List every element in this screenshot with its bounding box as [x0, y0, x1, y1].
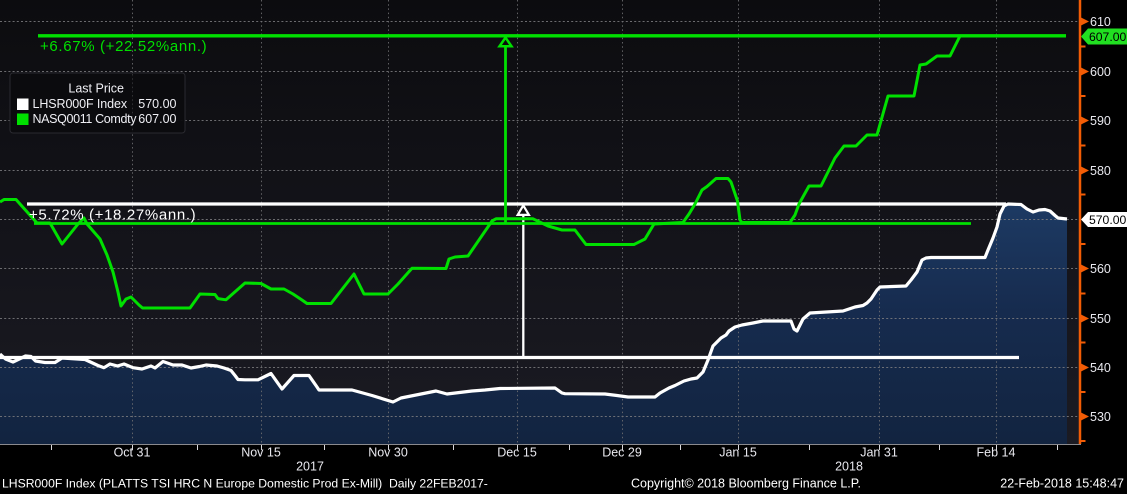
svg-text:Last Price: Last Price — [68, 82, 124, 96]
svg-text:LHSR000F Index: LHSR000F Index — [33, 97, 128, 111]
svg-text:607.00: 607.00 — [1089, 30, 1126, 44]
svg-text:540: 540 — [1090, 361, 1111, 375]
svg-text:Nov 30: Nov 30 — [368, 446, 408, 460]
svg-text:Nov 15: Nov 15 — [241, 446, 281, 460]
svg-text:530: 530 — [1090, 410, 1111, 424]
svg-text:580: 580 — [1090, 164, 1111, 178]
svg-text:570.00: 570.00 — [1089, 213, 1126, 227]
svg-text:600: 600 — [1090, 65, 1111, 79]
svg-text:607.00: 607.00 — [138, 112, 176, 126]
svg-text:550: 550 — [1090, 312, 1111, 326]
svg-text:Dec 15: Dec 15 — [497, 446, 537, 460]
svg-text:LHSR000F Index (PLATTS TSI HRC: LHSR000F Index (PLATTS TSI HRC N Europe … — [2, 477, 488, 491]
svg-text:22-Feb-2018 15:48:47: 22-Feb-2018 15:48:47 — [1000, 477, 1124, 491]
svg-text:570.00: 570.00 — [138, 97, 176, 111]
svg-text:2018: 2018 — [835, 460, 863, 474]
svg-text:Dec 29: Dec 29 — [602, 446, 642, 460]
svg-text:Oct 31: Oct 31 — [114, 446, 151, 460]
svg-text:Jan 31: Jan 31 — [860, 446, 898, 460]
svg-text:Jan 15: Jan 15 — [719, 446, 757, 460]
svg-text:NASQ0011 Comdty: NASQ0011 Comdty — [33, 112, 138, 126]
svg-text:Feb 14: Feb 14 — [977, 446, 1016, 460]
svg-text:2017: 2017 — [296, 460, 324, 474]
svg-text:Copyright© 2018 Bloomberg Fina: Copyright© 2018 Bloomberg Finance L.P. — [631, 477, 861, 491]
svg-text:+6.67% (+22.52%ann.): +6.67% (+22.52%ann.) — [40, 38, 207, 55]
svg-text:610: 610 — [1090, 15, 1111, 29]
svg-text:560: 560 — [1090, 262, 1111, 276]
svg-text:590: 590 — [1090, 114, 1111, 128]
svg-text:+5.72% (+18.27%ann.): +5.72% (+18.27%ann.) — [29, 207, 196, 224]
